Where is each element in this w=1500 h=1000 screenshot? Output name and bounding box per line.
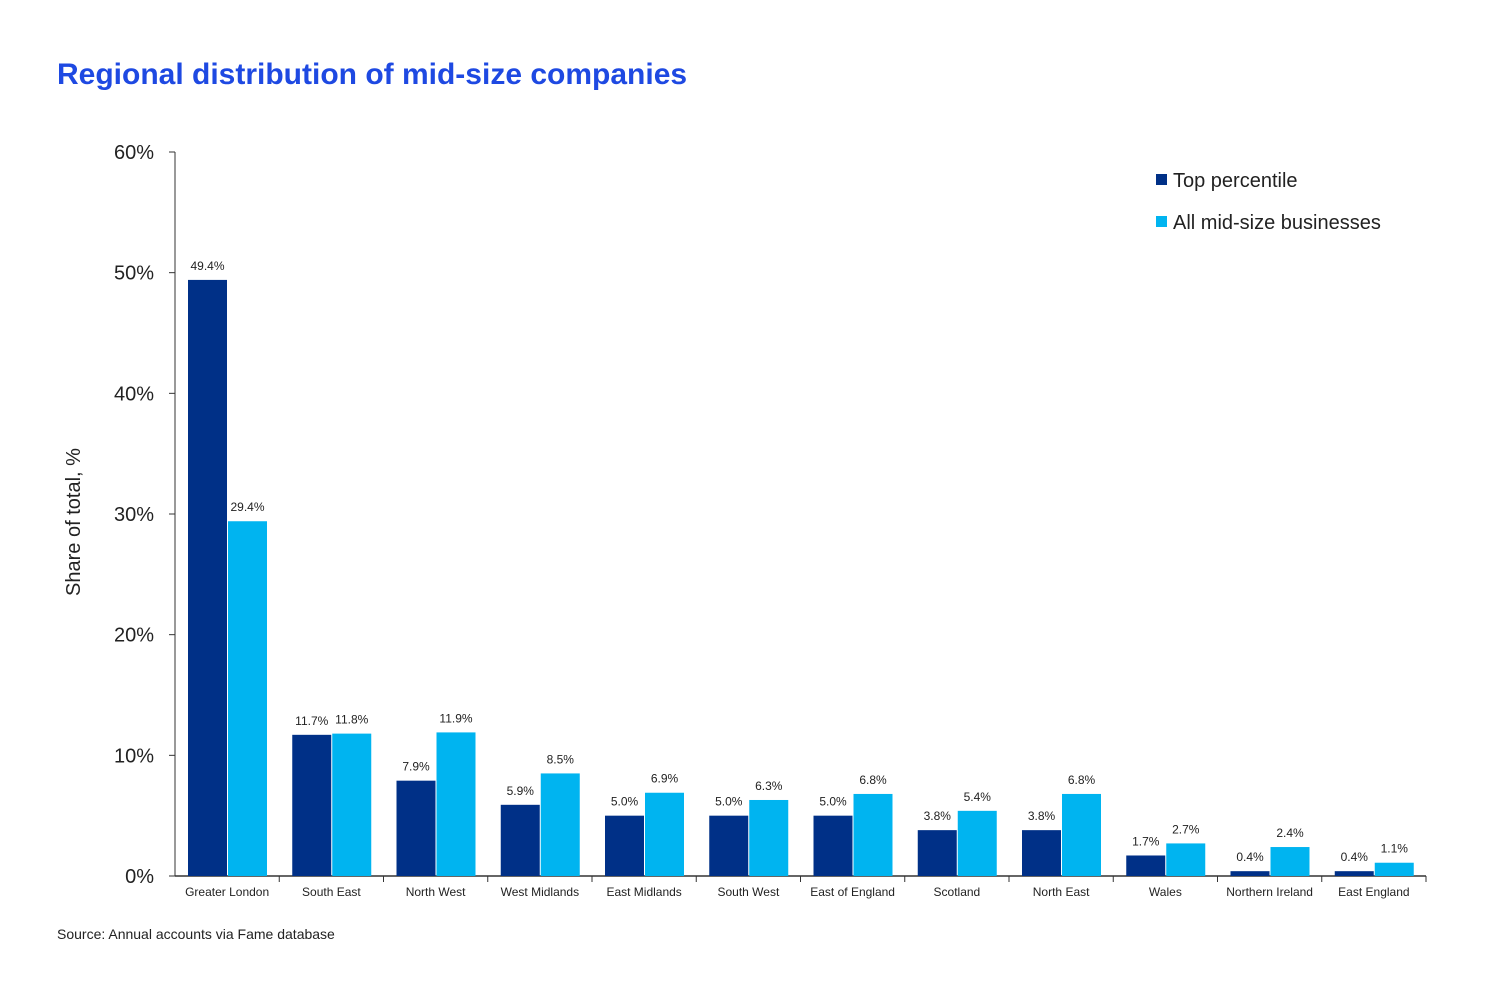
bar-all-mid-size bbox=[540, 773, 580, 876]
legend-label: Top percentile bbox=[1173, 170, 1298, 192]
y-tick-label: 30% bbox=[114, 504, 154, 526]
bar-top-percentile bbox=[1230, 871, 1270, 876]
y-tick-label: 40% bbox=[114, 383, 154, 405]
data-label: 2.4% bbox=[1276, 826, 1304, 840]
data-label: 1.7% bbox=[1132, 834, 1160, 848]
bar-top-percentile bbox=[396, 780, 436, 876]
x-tick-label: Scotland bbox=[934, 885, 981, 899]
source-note: Source: Annual accounts via Fame databas… bbox=[57, 926, 335, 942]
y-tick-label: 10% bbox=[114, 745, 154, 767]
chart-title: Regional distribution of mid-size compan… bbox=[57, 58, 688, 91]
bar-all-mid-size bbox=[1374, 862, 1414, 876]
bar-top-percentile bbox=[605, 815, 644, 876]
data-label: 0.4% bbox=[1236, 850, 1264, 864]
y-axis-label: Share of total, % bbox=[63, 448, 85, 596]
data-label: 6.9% bbox=[651, 772, 679, 786]
data-label: 2.7% bbox=[1172, 822, 1200, 836]
x-tick-label: West Midlands bbox=[501, 885, 579, 899]
x-tick-label: South West bbox=[717, 885, 779, 899]
y-tick-label: 20% bbox=[114, 625, 154, 647]
data-label: 8.5% bbox=[547, 752, 575, 766]
data-label: 11.7% bbox=[295, 714, 328, 728]
bar-all-mid-size bbox=[957, 810, 997, 876]
bar-all-mid-size bbox=[749, 799, 789, 876]
data-label: 3.8% bbox=[1028, 809, 1056, 823]
x-tick-label: Wales bbox=[1149, 885, 1182, 899]
bar-all-mid-size bbox=[645, 792, 684, 876]
bar-top-percentile bbox=[1022, 830, 1061, 876]
bar-top-percentile bbox=[917, 830, 957, 876]
bar-top-percentile bbox=[292, 734, 332, 876]
legend-label: All mid-size businesses bbox=[1173, 212, 1381, 234]
y-tick-label: 60% bbox=[114, 142, 154, 164]
bar-top-percentile bbox=[1126, 855, 1166, 876]
y-tick-label: 50% bbox=[114, 263, 154, 285]
data-label: 5.9% bbox=[507, 784, 535, 798]
bar-all-mid-size bbox=[436, 732, 476, 876]
data-label: 7.9% bbox=[402, 760, 430, 774]
data-label: 1.1% bbox=[1381, 842, 1409, 856]
data-label: 6.3% bbox=[755, 779, 783, 793]
bar-top-percentile bbox=[500, 804, 540, 876]
x-tick-label: Greater London bbox=[185, 885, 269, 899]
bar-top-percentile bbox=[188, 279, 227, 876]
x-tick-label: North West bbox=[406, 885, 466, 899]
data-label: 49.4% bbox=[190, 259, 224, 273]
data-label: 6.8% bbox=[859, 773, 887, 787]
bar-top-percentile bbox=[1334, 871, 1374, 876]
data-label: 6.8% bbox=[1068, 773, 1096, 787]
data-label: 29.4% bbox=[230, 500, 264, 514]
x-tick-label: Northern Ireland bbox=[1226, 885, 1313, 899]
bar-top-percentile bbox=[813, 815, 853, 876]
bar-all-mid-size bbox=[228, 521, 267, 876]
x-tick-label: South East bbox=[302, 885, 361, 899]
data-label: 3.8% bbox=[924, 809, 952, 823]
x-tick-label: North East bbox=[1033, 885, 1090, 899]
x-tick-label: East of England bbox=[810, 885, 895, 899]
data-label: 0.4% bbox=[1341, 850, 1369, 864]
legend-swatch bbox=[1156, 216, 1167, 227]
bar-all-mid-size bbox=[332, 733, 372, 876]
bar-all-mid-size bbox=[1270, 847, 1310, 876]
data-label: 5.0% bbox=[611, 795, 639, 809]
data-label: 11.9% bbox=[439, 711, 472, 725]
bar-all-mid-size bbox=[853, 793, 893, 876]
bar-all-mid-size bbox=[1166, 843, 1206, 876]
bar-all-mid-size bbox=[1062, 793, 1101, 876]
data-label: 5.0% bbox=[715, 795, 743, 809]
data-label: 11.8% bbox=[335, 713, 368, 727]
data-label: 5.4% bbox=[964, 790, 992, 804]
legend-swatch bbox=[1156, 174, 1167, 185]
x-tick-label: East Midlands bbox=[606, 885, 681, 899]
x-tick-label: East England bbox=[1338, 885, 1409, 899]
y-tick-label: 0% bbox=[125, 866, 154, 888]
data-label: 5.0% bbox=[819, 795, 847, 809]
bar-top-percentile bbox=[709, 815, 749, 876]
